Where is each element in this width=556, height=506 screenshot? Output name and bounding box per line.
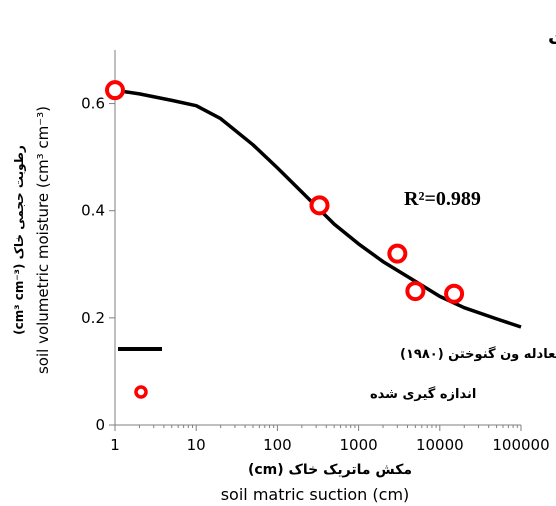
chart-title: سری خاک رامهرمز–بازیدی bbox=[548, 25, 556, 47]
y-axis-label-fa: رطوبت حجمی خاک (cm³ cm⁻³) bbox=[12, 145, 27, 335]
y-axis-label-en: soil volumetric moisture (cm³ cm⁻³) bbox=[34, 106, 52, 374]
measured-point bbox=[387, 243, 408, 264]
x-axis-label-en: soil matric suction (cm) bbox=[221, 485, 410, 504]
legend-label-measured: اندازه گیری شده bbox=[370, 386, 476, 402]
legend-point-swatch bbox=[134, 385, 148, 399]
x-tick-label: 10 bbox=[187, 436, 206, 454]
x-axis-label-fa: مکش ماتریک خاک (cm) bbox=[248, 462, 412, 478]
r-squared-annotation: R²=0.989 bbox=[404, 188, 481, 210]
x-tick-label: 1 bbox=[110, 436, 120, 454]
x-tick-label: 100000 bbox=[492, 436, 549, 454]
y-tick-label: 0.2 bbox=[81, 309, 105, 327]
measured-point bbox=[444, 283, 465, 304]
measured-point bbox=[405, 281, 426, 302]
measured-point bbox=[105, 80, 125, 101]
x-tick-label: 100 bbox=[263, 436, 292, 454]
y-tick-label: 0.4 bbox=[81, 202, 105, 220]
x-tick-label: 1000 bbox=[340, 436, 378, 454]
axes: 1 10 100 1000 10000 100000 0 0.2 0.4 0.6 bbox=[81, 50, 550, 454]
y-tick-label: 0.6 bbox=[81, 95, 105, 113]
plot-area bbox=[105, 80, 522, 329]
x-tick-label: 10000 bbox=[416, 436, 464, 454]
legend-label-fit: برازش معادله ون گنوختن (۱۹۸۰) bbox=[400, 346, 556, 362]
y-tick-label: 0 bbox=[95, 416, 105, 434]
legend: برازش معادله ون گنوختن (۱۹۸۰) اندازه گیری… bbox=[118, 346, 556, 402]
measured-point bbox=[309, 195, 330, 216]
